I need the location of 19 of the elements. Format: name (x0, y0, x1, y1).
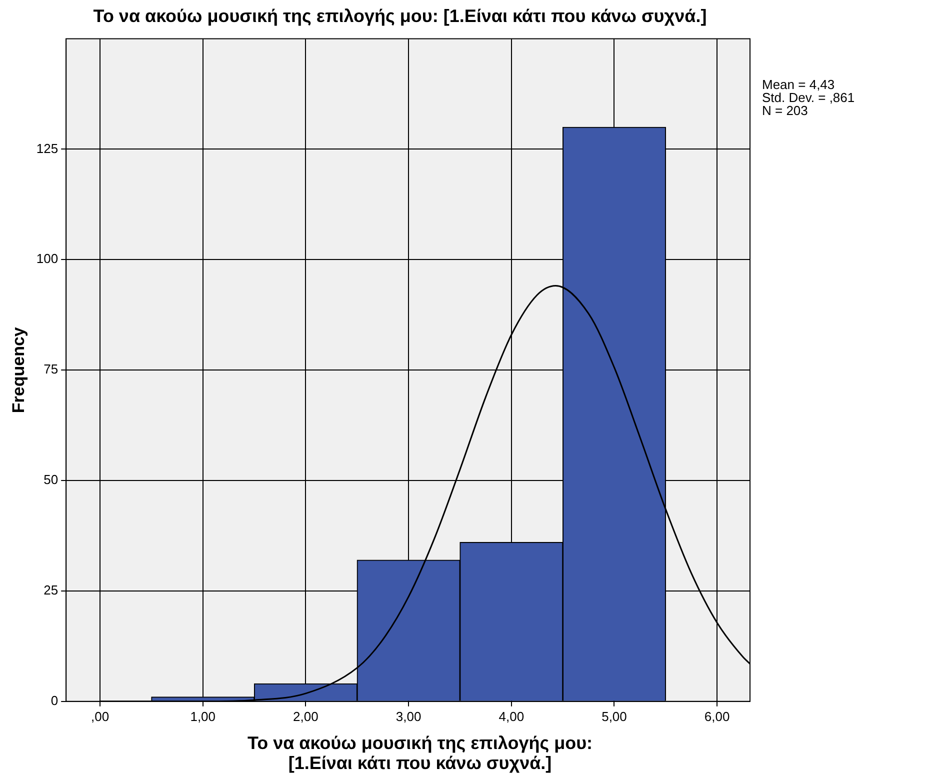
x-tick-label: 3,00 (396, 708, 422, 724)
x-tick-label: 2,00 (293, 708, 318, 724)
text: Mean = 4,43 (762, 77, 836, 92)
x-tick-label: 5,00 (602, 708, 627, 724)
y-tick-label: 25 (44, 582, 58, 598)
y-tick-label: 75 (44, 362, 58, 377)
x-axis-title: Το να ακούω μουσική της επιλογής μου: [1.Είναι κάτι που κάνω συχνά.] (246, 733, 594, 773)
chart-title: Το να ακούω μουσική της επιλογής μου: [1.Είναι κάτι που κάνω συχνά.] (92, 6, 708, 27)
y-tick-label: 50 (44, 472, 58, 488)
x-tick-label: 4,00 (498, 708, 524, 724)
y-tick-label: 100 (36, 251, 58, 266)
x-tick-label: 1,00 (190, 708, 216, 724)
y-tick-label: 125 (36, 140, 58, 156)
x-tick-label: 6,00 (704, 708, 730, 724)
y-tick-label: 0 (50, 692, 58, 708)
y-axis-title: Frequency (8, 326, 28, 414)
text: Std. Dev. = ,861 (762, 90, 855, 105)
text: N = 203 (762, 103, 809, 118)
x-tick-label: ,00 (90, 708, 110, 724)
